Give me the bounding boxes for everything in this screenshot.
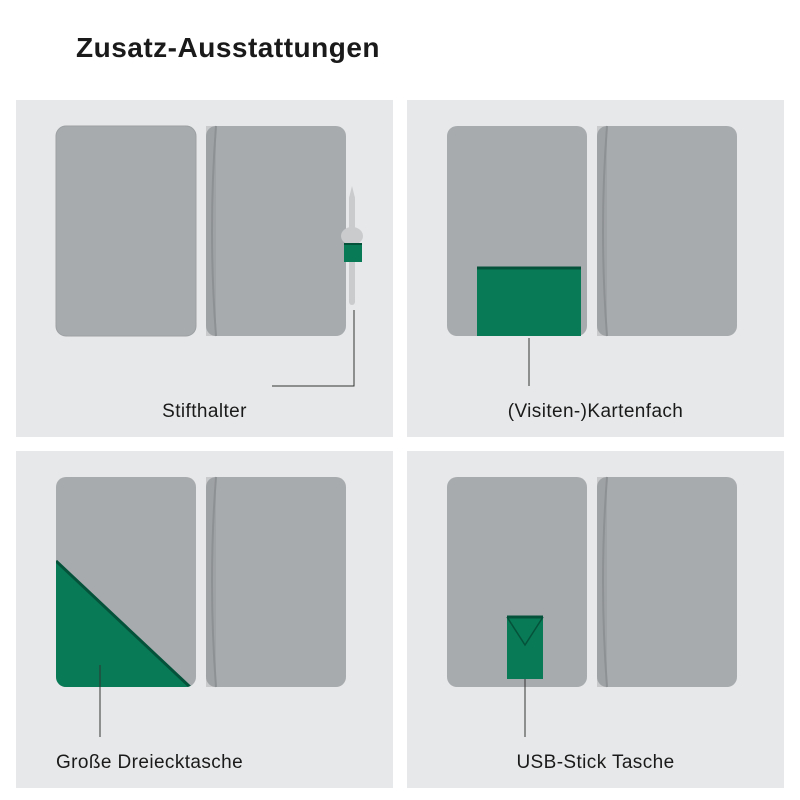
triangle-pocket-illustration: [16, 451, 393, 788]
feature-grid: Stifthalter (Visiten-)Kartenfach: [16, 100, 784, 788]
caption-triangle-pocket: Große Dreiecktasche: [16, 752, 393, 774]
page-title: Zusatz-Ausstattungen: [76, 32, 724, 64]
usb-pocket-shape: [507, 617, 543, 679]
card-triangle-pocket: Große Dreiecktasche: [16, 451, 393, 788]
pen-clip: [344, 244, 362, 262]
card-slot-illustration: [407, 100, 784, 437]
card-slot-shape: [477, 268, 581, 336]
usb-pocket-illustration: [407, 451, 784, 788]
title-bar: Zusatz-Ausstattungen: [16, 14, 784, 86]
caption-usb-pocket: USB-Stick Tasche: [407, 752, 784, 774]
card-card-slot: (Visiten-)Kartenfach: [407, 100, 784, 437]
card-usb-pocket: USB-Stick Tasche: [407, 451, 784, 788]
card-pen-holder: Stifthalter: [16, 100, 393, 437]
caption-pen-holder: Stifthalter: [16, 401, 393, 423]
caption-card-slot: (Visiten-)Kartenfach: [407, 401, 784, 423]
pen-holder-illustration: [16, 100, 393, 437]
